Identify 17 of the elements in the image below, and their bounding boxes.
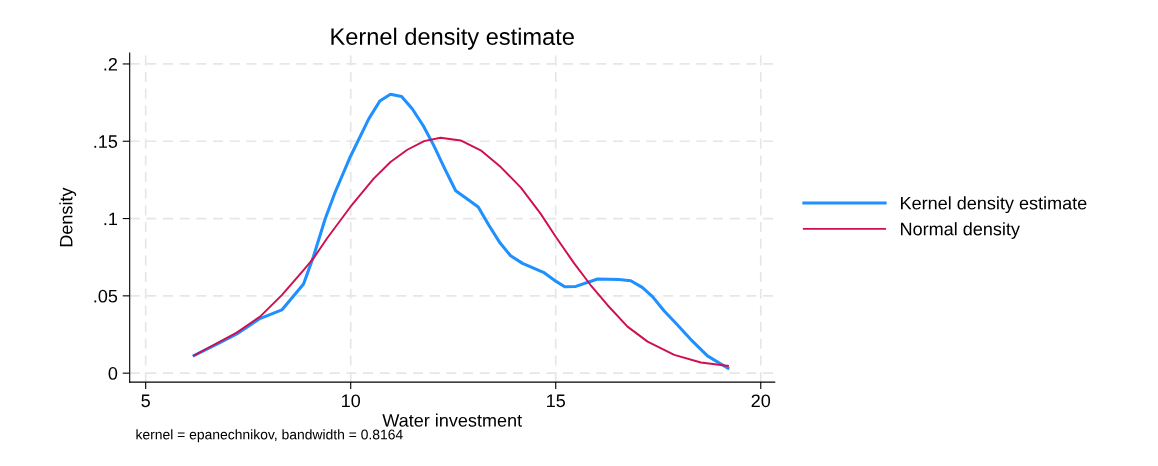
- y-axis-title: Density: [59, 187, 77, 247]
- y-tick-label: .2: [104, 57, 117, 71]
- x-tick-label: 15: [547, 394, 566, 408]
- chart-title: Kernel density estimate: [331, 27, 574, 50]
- legend-label: Kernel density estimate: [901, 196, 1087, 214]
- y-tick-label: .05: [94, 289, 118, 303]
- x-tick-label: 20: [751, 394, 771, 408]
- text: kernel = epanechnikov, bandwidth = 0.8164: [136, 429, 403, 443]
- x-tick-label: 5: [141, 394, 150, 408]
- x-axis-title: Water investment: [382, 413, 522, 427]
- y-tick-label: .1: [104, 212, 118, 226]
- y-tick-label: 0: [108, 367, 118, 380]
- line-series: [193, 136, 729, 367]
- x-tick-label: 10: [342, 394, 361, 408]
- y-tick-label: .15: [94, 135, 118, 148]
- line-series: [192, 92, 730, 370]
- legend-label: Normal density: [901, 222, 1020, 239]
